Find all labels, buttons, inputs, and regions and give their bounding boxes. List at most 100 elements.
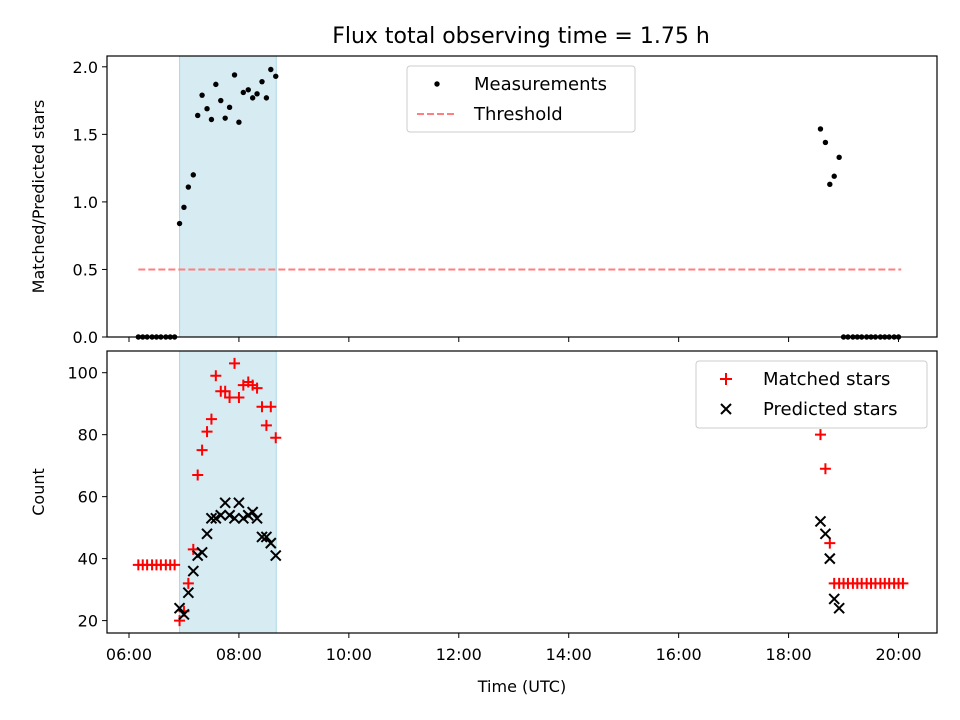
data-point	[194, 112, 201, 119]
data-point	[268, 66, 274, 73]
y-tick-label: 80	[78, 426, 98, 445]
x-tick-label: 10:00	[326, 645, 372, 664]
y-tick-label: 60	[78, 488, 98, 507]
data-point	[222, 115, 228, 121]
data-point	[814, 429, 826, 441]
data-point	[205, 413, 217, 425]
data-point	[210, 370, 222, 382]
data-point	[187, 565, 200, 577]
data-point	[819, 463, 831, 475]
data-point	[265, 537, 277, 549]
axes-frame	[106, 350, 938, 634]
data-point	[254, 91, 260, 97]
data-point	[833, 602, 845, 614]
legend-box	[406, 65, 636, 133]
y-tick-label: 1.5	[73, 125, 98, 144]
legend-label-matched: Matched stars	[763, 369, 890, 390]
data-point	[201, 426, 213, 438]
data-point	[218, 97, 224, 104]
data-point	[229, 357, 241, 369]
y-axis-label: Count	[29, 468, 48, 516]
series-predicted-stars	[173, 497, 845, 621]
data-point	[173, 602, 186, 614]
x-tick-label: 14:00	[546, 645, 592, 664]
top-panel-ratio: 0.0 0.5 1.0 1.5 2.0 Matched/Predicted stars Me…	[29, 55, 938, 347]
legend: Matched stars Predicted stars	[695, 360, 928, 429]
x-tick-label: 08:00	[216, 645, 262, 664]
data-point	[219, 497, 231, 509]
data-point	[831, 173, 837, 179]
y-tick-label: 20	[78, 612, 98, 631]
legend-marker-matched	[720, 373, 732, 385]
legend-label-predicted: Predicted stars	[763, 399, 897, 420]
axes-frame	[106, 55, 938, 338]
y-tick-label: 40	[78, 550, 98, 569]
data-point	[196, 546, 208, 559]
data-point	[205, 512, 218, 525]
legend-box	[695, 360, 928, 429]
data-point	[187, 543, 199, 555]
x-tick-label: 18:00	[766, 645, 812, 664]
data-point	[233, 497, 245, 509]
data-point	[251, 382, 263, 394]
data-point	[224, 391, 236, 403]
data-point	[215, 509, 227, 521]
data-point	[176, 220, 183, 227]
data-point	[270, 549, 282, 562]
data-point	[828, 593, 840, 605]
observing-window-span	[179, 55, 277, 338]
data-point	[260, 531, 273, 543]
x-tick-label: 20:00	[875, 645, 921, 664]
y-tick-label: 0.0	[73, 328, 98, 347]
legend-label-measurements: Measurements	[474, 74, 607, 95]
data-point	[199, 92, 205, 98]
y-tick-label: 100	[67, 364, 98, 383]
legend-label-threshold: Threshold	[473, 104, 563, 125]
data-point	[192, 469, 204, 481]
data-point	[273, 73, 279, 79]
y-tick-label: 2.0	[73, 58, 98, 77]
data-point	[213, 81, 219, 88]
data-point	[824, 552, 836, 565]
data-point	[226, 104, 233, 111]
y-tick-label: 0.5	[73, 260, 98, 279]
legend: Measurements Threshold	[406, 65, 636, 133]
data-point	[190, 172, 196, 178]
bottom-panel-counts: 20 40 60 80 100 06:00 08:00 10:00 12:00 14:00 16:0…	[29, 350, 938, 696]
data-point	[233, 391, 245, 403]
data-point	[240, 89, 247, 96]
y-tick-label: 1.0	[73, 193, 98, 212]
data-point	[817, 126, 824, 132]
data-point	[208, 116, 215, 123]
data-point	[824, 537, 836, 549]
data-point	[836, 154, 842, 161]
data-point	[169, 559, 181, 571]
chart-title: Flux total observing time = 1.75 h	[332, 24, 710, 49]
data-point	[256, 531, 268, 543]
data-point	[219, 385, 231, 397]
data-point	[174, 615, 186, 627]
data-point	[270, 432, 282, 444]
data-point	[249, 95, 256, 101]
data-point	[201, 528, 213, 540]
data-point	[260, 419, 272, 431]
data-point	[819, 528, 832, 540]
x-tick-label: 12:00	[436, 645, 482, 664]
data-point	[182, 577, 194, 589]
data-point	[231, 72, 238, 78]
legend-marker-predicted	[720, 403, 732, 415]
data-point	[204, 105, 210, 112]
observing-window-span	[179, 350, 277, 634]
data-point	[897, 577, 909, 589]
data-point	[181, 204, 187, 211]
x-axis-label: Time (UTC)	[477, 677, 566, 696]
legend-marker-measurements	[434, 81, 440, 87]
data-point	[827, 181, 833, 188]
data-point	[263, 95, 270, 101]
data-point	[236, 119, 242, 125]
data-point	[259, 78, 265, 85]
x-tick-label: 16:00	[656, 645, 702, 664]
data-point	[178, 608, 190, 621]
data-point	[228, 512, 241, 525]
